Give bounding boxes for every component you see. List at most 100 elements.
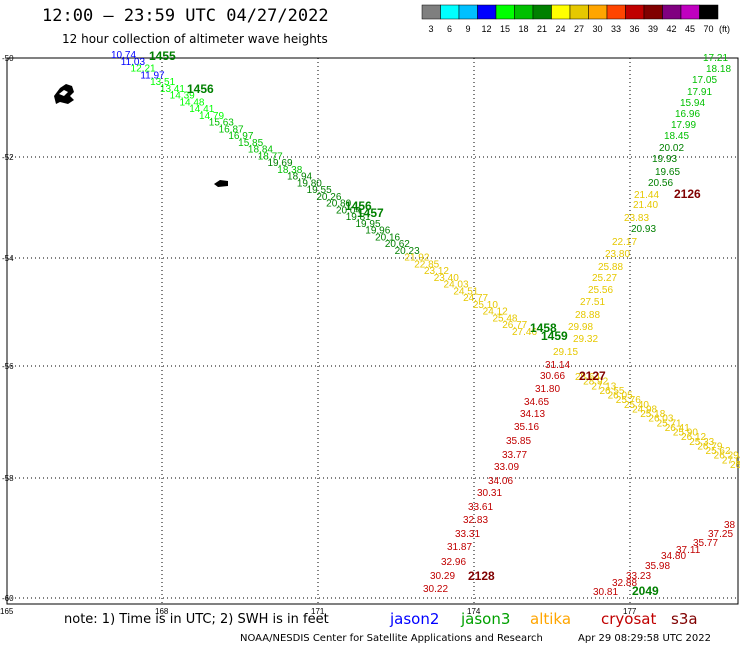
track-yellow-label: 25.40 [624,400,649,411]
track-nw-label: 20.23 [395,246,420,257]
track-ne-label: 23.83 [624,213,649,224]
track-nw-label: 20.04 [336,205,361,216]
colorbar-swatch [662,4,682,20]
track-nw-label: 18.84 [248,145,273,156]
track-ne-label: 20.56 [648,178,673,189]
track-nw-label: 22.85 [414,259,439,270]
colorbar-swatch [699,4,719,20]
lat-tick-label: -60 [2,594,14,603]
lon-tick-label: 171 [311,607,325,616]
track-s-label: 34.06 [488,476,513,487]
colorbar-swatch [532,4,552,20]
colorbar-tick-label: 24 [555,24,565,34]
track-nw-label: 24.77 [463,293,488,304]
lat-tick-label: -52 [2,153,14,162]
track-ne-label: 22.17 [612,237,637,248]
track-ne-label: 17.99 [671,120,696,131]
colorbar-tick-label: 12 [481,24,491,34]
track-se-label: 37.25 [708,529,733,540]
track-s-label: 31.14 [545,360,570,371]
lon-tick-label: 168 [155,607,169,616]
colorbar-tick-label: 15 [500,24,510,34]
track-nw-label: 14.79 [199,111,224,122]
track-nw-label: 20.62 [385,239,410,250]
colorbar-swatch [643,4,663,20]
track-se-label: 35.77 [693,538,718,549]
track-ne-label: 29.15 [553,347,578,358]
colorbar-tick-label: 70 [703,24,713,34]
track-se-label: 35.98 [645,561,670,572]
track-s-label: 31.80 [535,384,560,395]
track-ne-label: 16.96 [675,109,700,120]
track-nw-label: 15.85 [238,138,263,149]
credit-line: NOAA/NESDIS Center for Satellite Applica… [240,633,543,644]
track-yellow-label: 28.64 [575,372,600,383]
track-se-label: 38 [724,520,736,531]
map-frame [6,57,739,605]
track-ne-label: 27.51 [580,297,605,308]
track-nw-label: 18.94 [287,172,312,183]
track-s-label: 33.09 [494,462,519,473]
colorbar-swatch [606,4,626,20]
track-nw-label: 19.80 [297,178,322,189]
track-yellow-label: 26.79 [697,441,722,452]
track-nw-label: 18.38 [277,165,302,176]
lat-tick-label: -58 [2,474,14,483]
track-yellow-label: 26.41 [665,423,690,434]
page-title: 12:00 – 23:59 UTC 04/27/2022 [42,6,329,26]
track-s-label: 32.83 [463,515,488,526]
track-se-label: 32.88 [612,578,637,589]
track-yellow-label: 25.33 [689,437,714,448]
lat-tick-label: -54 [2,254,14,263]
track-nw-label: 24.03 [444,280,469,291]
colorbar-tick-label: 21 [537,24,547,34]
track-s-label: 30.31 [477,488,502,499]
track-s-label: 30.66 [540,371,565,382]
track-nw-label: 24.12 [483,307,508,318]
colorbar-unit: (ft) [719,24,730,34]
colorbar-tick-label: 36 [629,24,639,34]
axis-labels: -50 -52 -54 -56 -58 -60 165 168 171 174 177 [0,54,637,616]
wave-height-tracks: 17.2118.1817.0517.9115.9416.9617.9918.45… [111,49,740,598]
track-nw-label: 20.16 [375,232,400,243]
footer-note: note: 1) Time is in UTC; 2) SWH is in fe… [64,612,329,627]
track-nw-label: 23.40 [434,273,459,284]
track-s-label: 33.77 [502,450,527,461]
colorbar-tick-label: 33 [611,24,621,34]
track-yellow-label: 25.71 [657,418,682,429]
track-se-label: 37.11 [676,545,701,556]
lon-tick-label: 177 [623,607,637,616]
pass-time-label: 1459 [541,329,568,343]
colorbar-tick-label: 9 [465,24,470,34]
track-yellow-label: 26.03 [648,414,673,425]
colorbar-swatch [569,4,589,20]
colorbar-swatch [551,4,571,20]
track-nw-label: 11.03 [121,57,146,68]
track-nw-label: 26.77 [502,320,527,331]
pass-time-label: 1456 [345,199,372,213]
track-yellow-label: 28.92 [583,377,608,388]
island-auckland-detail [59,90,68,96]
track-yellow-label: 27.08 [722,455,740,466]
page-subtitle: 12 hour collection of altimeter wave hei… [62,32,328,46]
pass-time-label: 1456 [187,82,214,96]
track-ne-label: 20.93 [631,224,656,235]
mission-s3a: s3a [671,610,698,628]
track-yellow-label: 25.62 [706,446,731,457]
track-ne-label: 25.27 [592,273,617,284]
track-ne-label: 29.32 [573,334,598,345]
colorbar-tick-label: 27 [574,24,584,34]
colorbar-tick-label: 39 [648,24,658,34]
track-nw-label: 19.95 [356,219,381,230]
colorbar-tick-label: 30 [592,24,602,34]
mission-jason3: jason3 [461,610,511,628]
track-nw-label: 19.69 [267,158,292,169]
track-nw-label: 20.80 [326,199,351,210]
pass-time-label: 2127 [579,369,606,383]
track-s-label: 35.16 [514,422,539,433]
track-s-label: 34.65 [524,397,549,408]
track-ne-label: 19.93 [652,154,677,165]
colorbar-swatch [625,4,645,20]
pass-time-label: 2126 [674,187,701,201]
track-ne-label: 25.88 [598,262,623,273]
